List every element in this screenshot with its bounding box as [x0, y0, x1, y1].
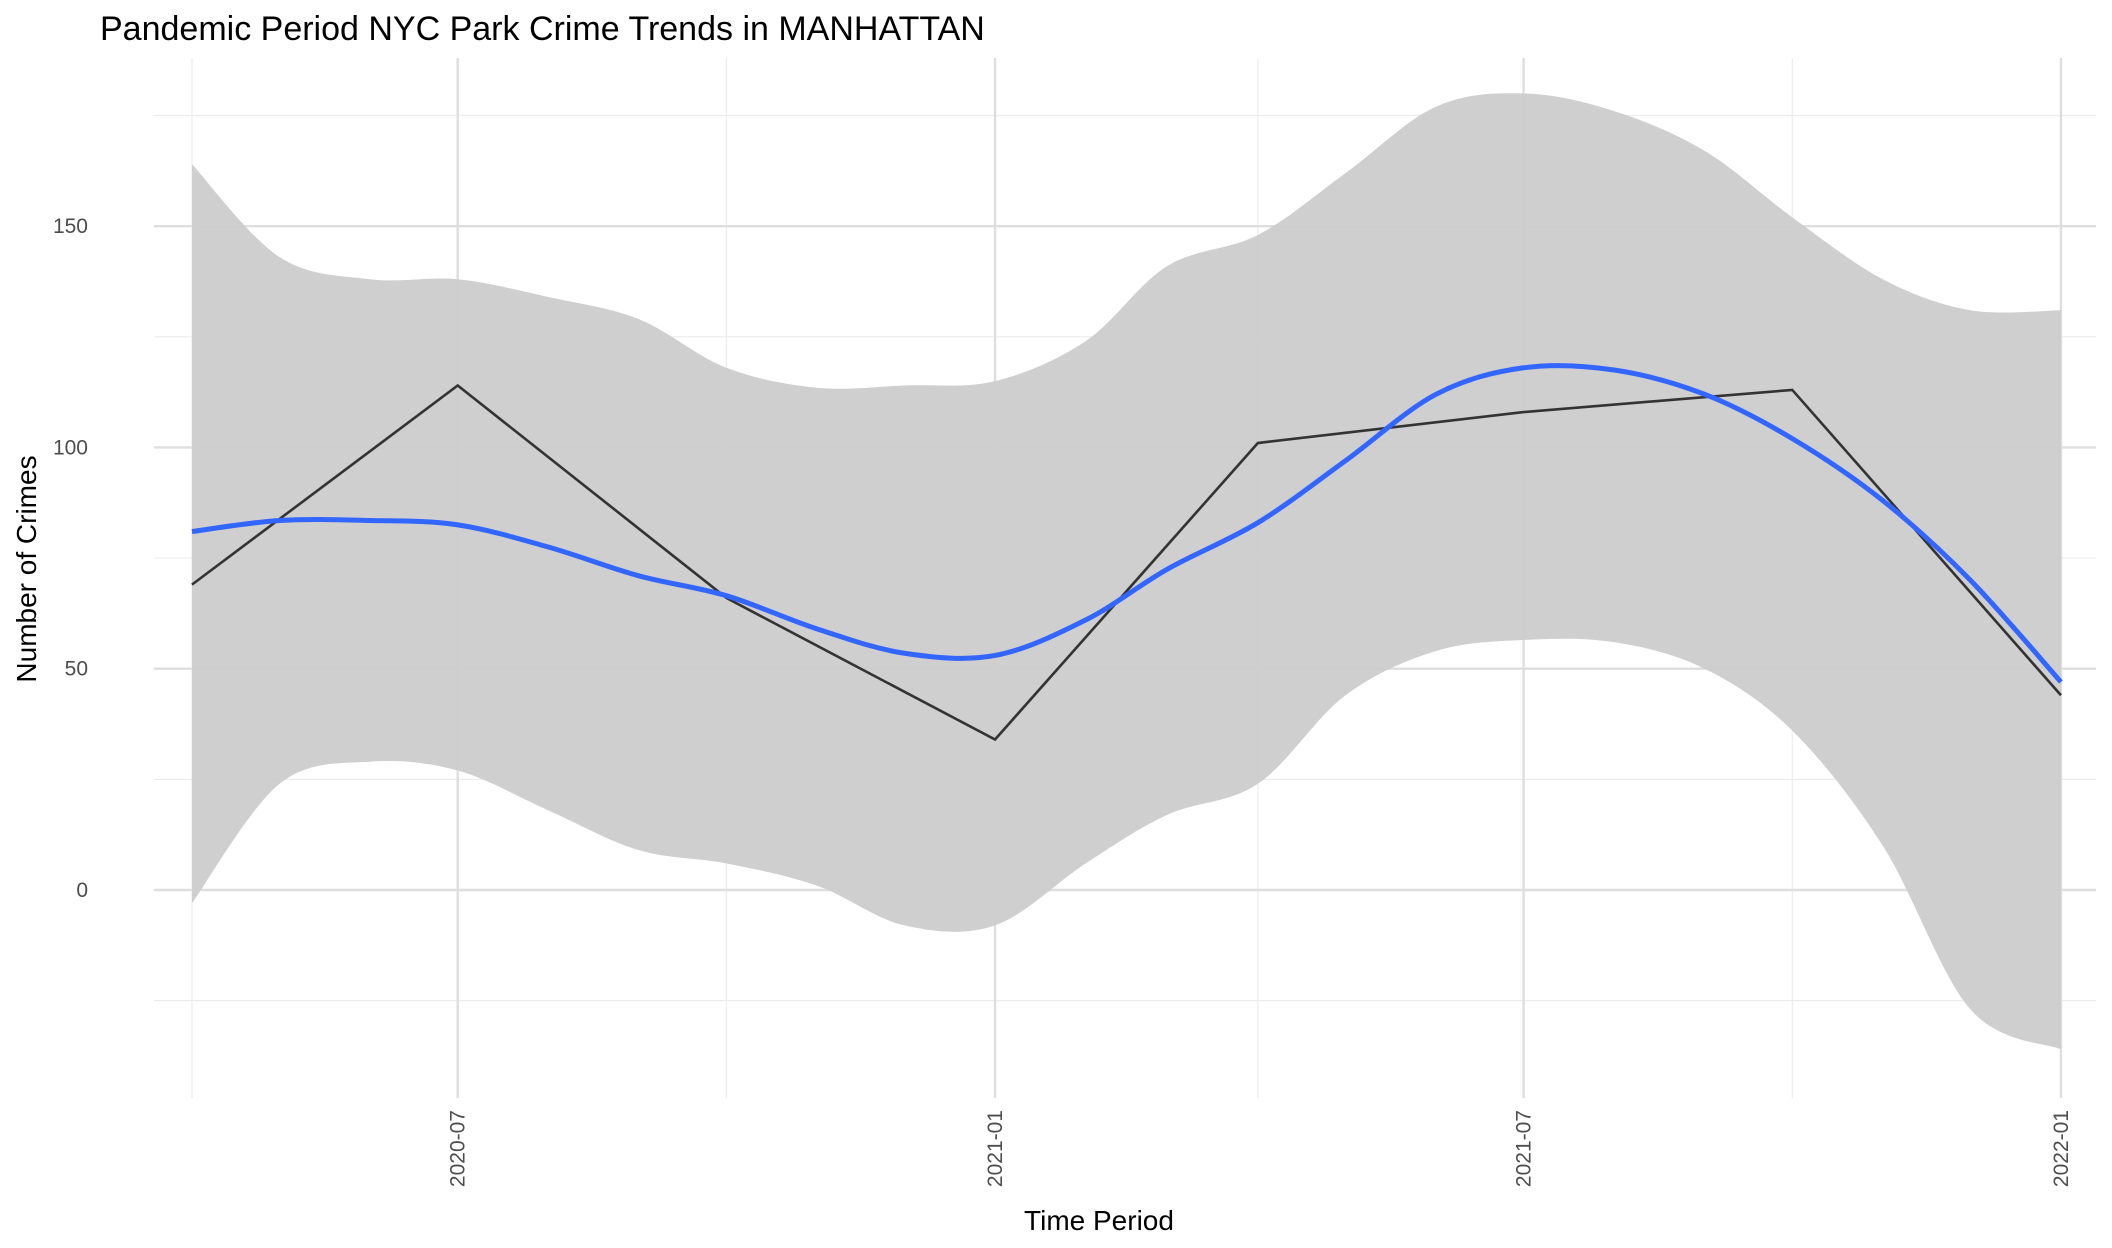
x-tick-label: 2021-01 [984, 1110, 1007, 1187]
x-tick-label: 2021-07 [1513, 1110, 1536, 1187]
chart-title: Pandemic Period NYC Park Crime Trends in… [100, 10, 985, 48]
crime-count-line [191, 383, 2062, 742]
x-axis-title: Time Period [1024, 1205, 1174, 1236]
y-tick-label: 150 [53, 215, 88, 238]
y-tick-label: 100 [53, 436, 88, 459]
x-tick-label: 2022-01 [2050, 1110, 2073, 1187]
y-axis-title: Number of Crimes [11, 455, 42, 682]
x-tick-label: 2020-07 [447, 1110, 470, 1187]
confidence-band [191, 93, 2061, 1050]
tick-labels: 0 50 100 150 2020-07 2021-01 2021-07 2022-01 [53, 215, 2073, 1187]
y-tick-label: 50 [65, 658, 88, 681]
series-lines [191, 363, 2063, 742]
confidence-band-area [191, 93, 2061, 1050]
y-tick-label: 0 [76, 879, 88, 902]
smooth-trend-line [191, 363, 2063, 684]
